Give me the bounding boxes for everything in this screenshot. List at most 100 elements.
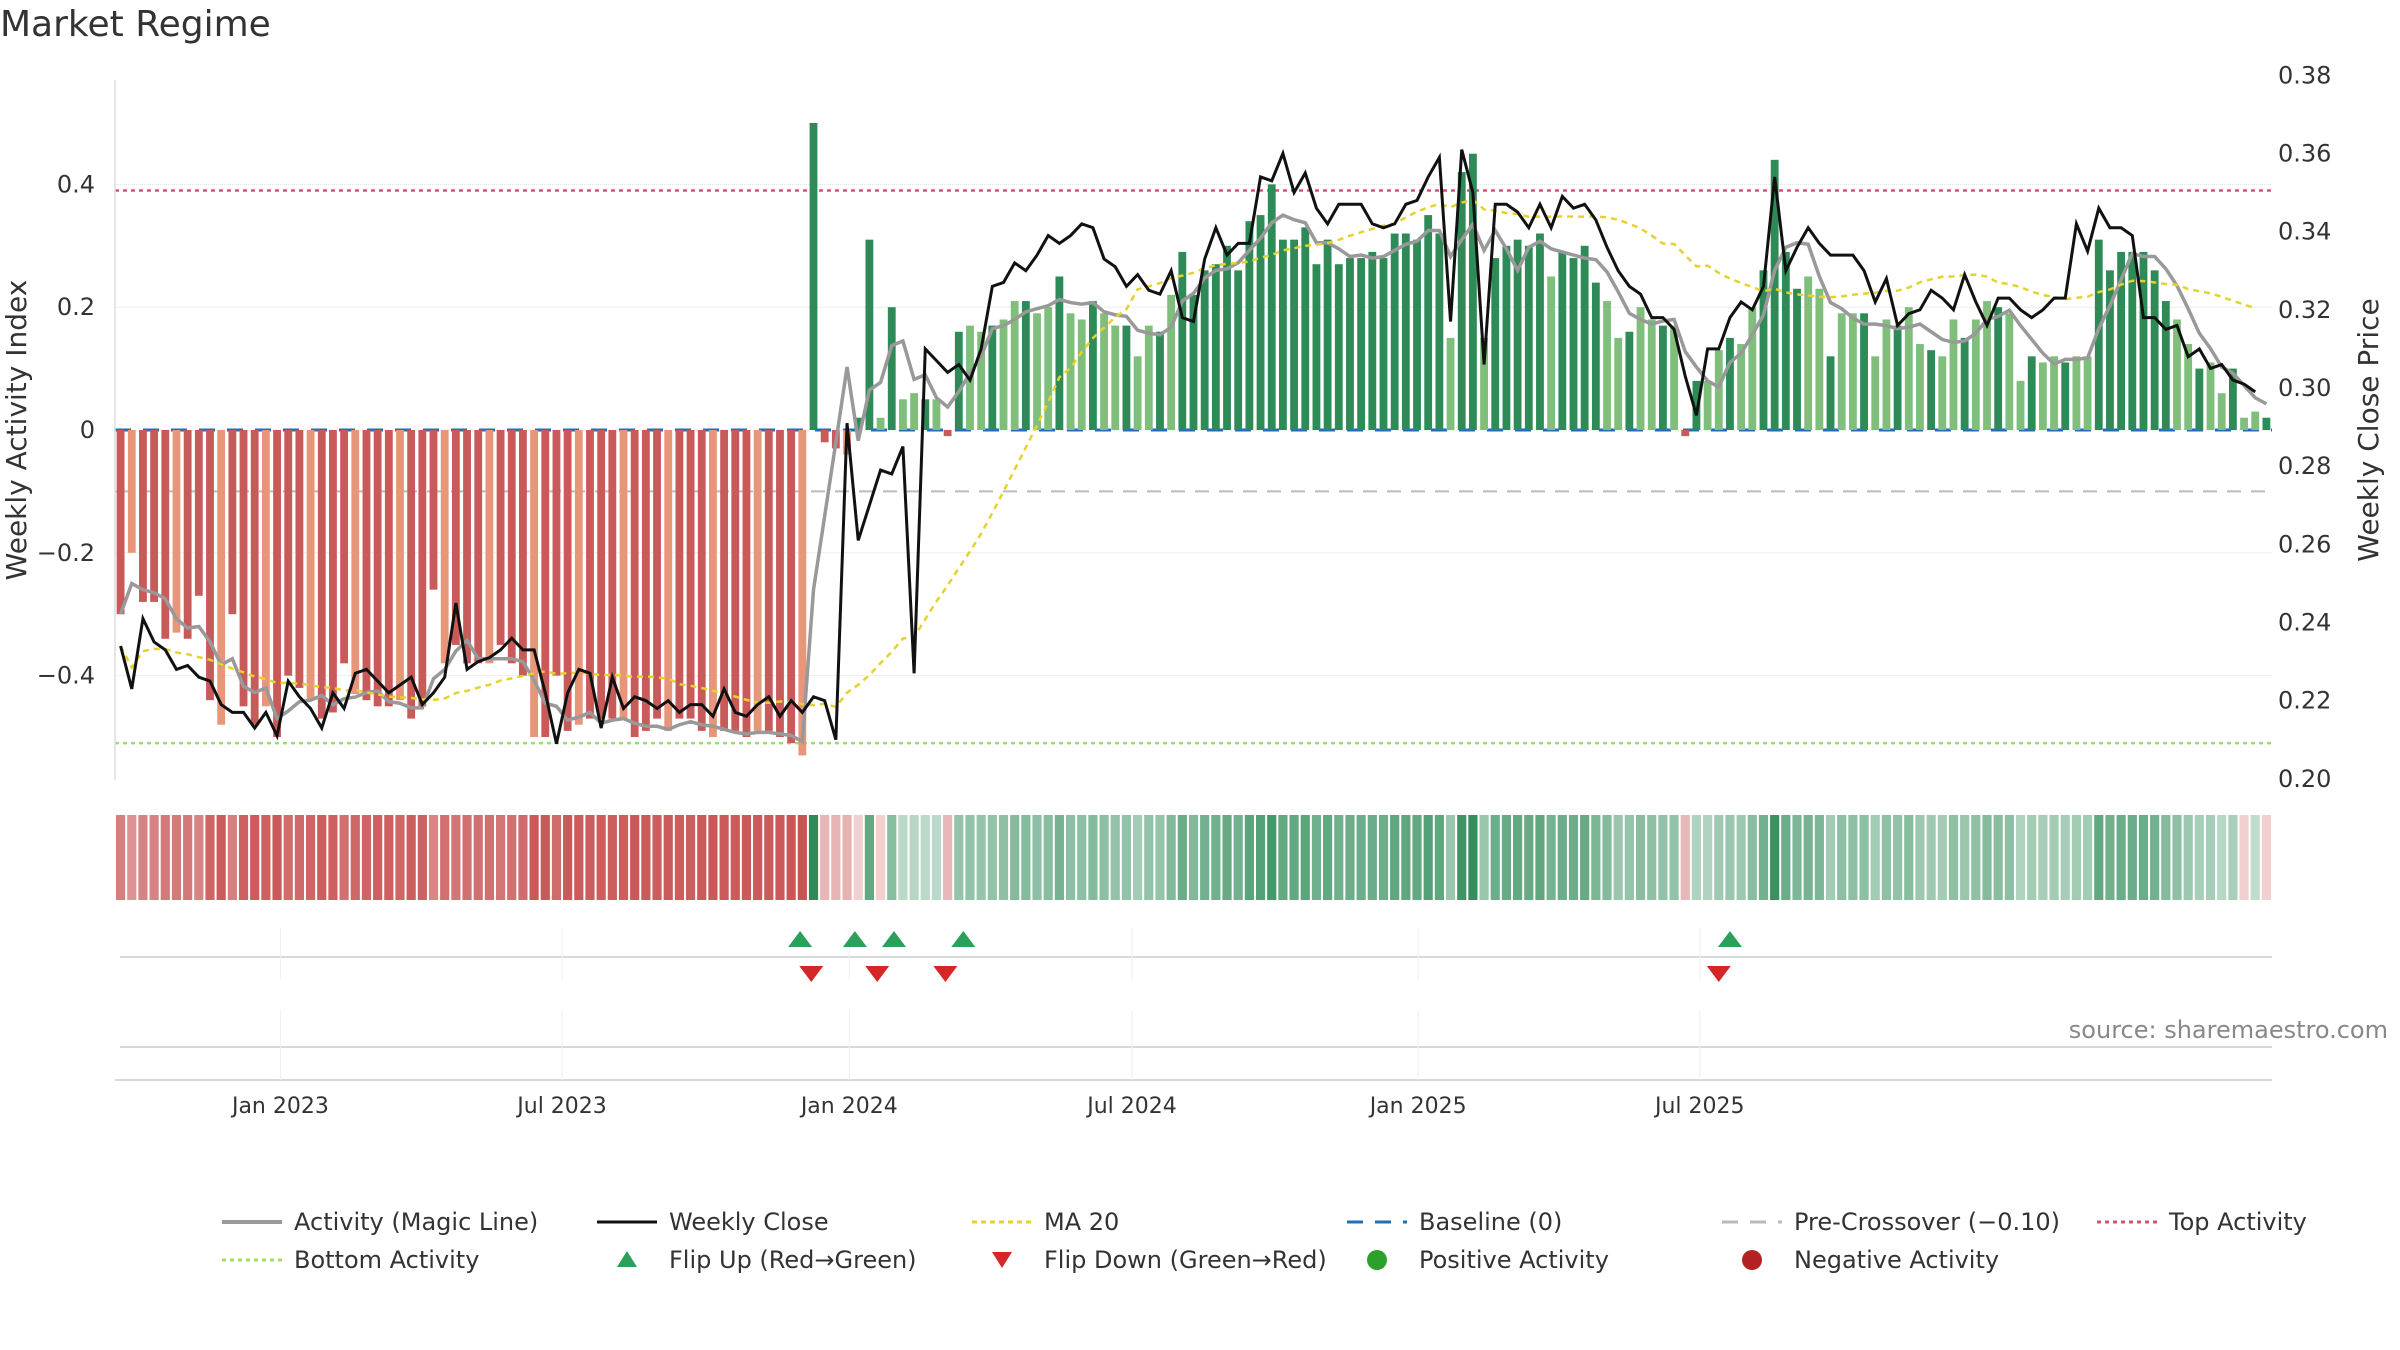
flip-down-marker xyxy=(933,966,958,982)
activity-bar xyxy=(742,430,751,738)
y-left-tick-label: −0.2 xyxy=(37,539,95,567)
activity-bar xyxy=(351,430,360,695)
regime-cell xyxy=(2060,815,2070,900)
activity-bar xyxy=(306,430,315,701)
activity-bar xyxy=(373,430,382,707)
regime-cell xyxy=(1457,815,1467,900)
legend-swatch-precross xyxy=(1722,1210,1782,1234)
activity-bar xyxy=(1457,172,1466,430)
activity-bar xyxy=(954,331,963,430)
activity-bar xyxy=(1111,325,1120,430)
regime-cell xyxy=(1289,815,1299,900)
regime-cell xyxy=(1479,815,1489,900)
regime-cell xyxy=(149,815,159,900)
activity-bar xyxy=(787,430,796,744)
legend-label: Negative Activity xyxy=(1794,1246,2000,1274)
activity-bar xyxy=(1558,251,1567,430)
activity-bar xyxy=(1468,153,1477,430)
regime-cell xyxy=(2138,815,2149,900)
legend-swatch-top xyxy=(2097,1210,2157,1234)
legend-swatch-negative xyxy=(1722,1248,1782,1272)
activity-bar xyxy=(753,430,762,731)
activity-bar xyxy=(2150,270,2159,430)
activity-bar xyxy=(1714,350,1723,430)
activity-bar xyxy=(2228,368,2237,430)
regime-cell xyxy=(2205,815,2216,900)
regime-cell xyxy=(1378,815,1389,900)
y-right-tick-label: 0.24 xyxy=(2278,608,2331,636)
regime-cell xyxy=(1121,815,1132,900)
regime-cell xyxy=(1177,815,1187,900)
legend-item-flipdown: Flip Down (Green→Red) xyxy=(972,1246,1327,1274)
legend: Activity (Magic Line) Weekly Close MA 20 Ba… xyxy=(222,1208,2382,1288)
activity-bar xyxy=(1189,294,1198,430)
regime-cell xyxy=(1837,815,1847,900)
regime-cell xyxy=(428,815,439,900)
activity-bar xyxy=(943,430,952,437)
regime-cell xyxy=(641,815,651,900)
regime-cell xyxy=(1624,815,1634,900)
regime-cell xyxy=(574,815,584,900)
legend-item-flipup: Flip Up (Red→Green) xyxy=(597,1246,917,1274)
regime-cell xyxy=(2083,815,2093,900)
activity-bar xyxy=(1737,344,1746,430)
activity-bar xyxy=(2251,411,2260,430)
flip-up-marker xyxy=(951,931,976,947)
activity-bar xyxy=(440,430,449,664)
regime-cell xyxy=(954,815,964,900)
regime-cell xyxy=(339,815,349,900)
regime-cell xyxy=(462,815,472,900)
activity-bar xyxy=(239,430,248,707)
legend-swatch-flipdown xyxy=(972,1248,1032,1272)
flip-up-marker xyxy=(1717,931,1742,947)
regime-cell xyxy=(2250,815,2260,900)
activity-bar xyxy=(2117,251,2126,430)
activity-bar xyxy=(664,430,673,731)
activity-bar xyxy=(1994,307,2003,430)
activity-bar xyxy=(1491,258,1500,430)
legend-label: Bottom Activity xyxy=(294,1246,480,1274)
y-right-tick-label: 0.22 xyxy=(2278,687,2331,715)
activity-bar xyxy=(1927,350,1936,430)
regime-cell xyxy=(1099,815,1109,900)
regime-cell xyxy=(384,815,394,900)
activity-bar xyxy=(552,430,561,676)
regime-cell xyxy=(1691,815,1702,900)
regime-cell xyxy=(1468,815,1478,900)
activity-bar xyxy=(798,430,807,756)
x-tick-label: Jan 2025 xyxy=(1368,1094,1467,1119)
activity-bar xyxy=(697,430,706,731)
activity-bar xyxy=(485,430,494,664)
regime-cell xyxy=(328,815,338,900)
activity-bar xyxy=(183,430,192,639)
activity-bar xyxy=(150,430,159,602)
activity-bar xyxy=(1591,282,1600,430)
regime-cell xyxy=(1881,815,1892,900)
legend-item-precross: Pre-Crossover (−0.10) xyxy=(1722,1208,2060,1236)
regime-cell xyxy=(1077,815,1087,900)
weekly-close-line xyxy=(119,148,2257,744)
activity-bar xyxy=(820,430,829,443)
activity-bar xyxy=(1100,313,1109,430)
activity-bar xyxy=(586,430,594,719)
regime-cell xyxy=(1993,815,2003,900)
regime-cell xyxy=(730,815,740,900)
regime-cell xyxy=(1188,815,1199,900)
activity-bar xyxy=(1949,319,1958,430)
regime-cell xyxy=(652,815,662,900)
activity-bar xyxy=(284,430,293,676)
regime-cell xyxy=(909,815,919,900)
activity-bar xyxy=(653,430,661,719)
regime-cell xyxy=(518,815,528,900)
activity-bar xyxy=(1524,245,1533,430)
regime-cell xyxy=(1803,815,1813,900)
regime-cell xyxy=(741,815,752,900)
activity-bar xyxy=(127,430,136,553)
activity-bar xyxy=(1178,251,1187,430)
legend-swatch-flipup xyxy=(597,1248,657,1272)
activity-bar xyxy=(496,430,505,645)
regime-cell xyxy=(808,815,819,900)
activity-bar xyxy=(2083,356,2092,430)
activity-bar xyxy=(1804,276,1813,430)
